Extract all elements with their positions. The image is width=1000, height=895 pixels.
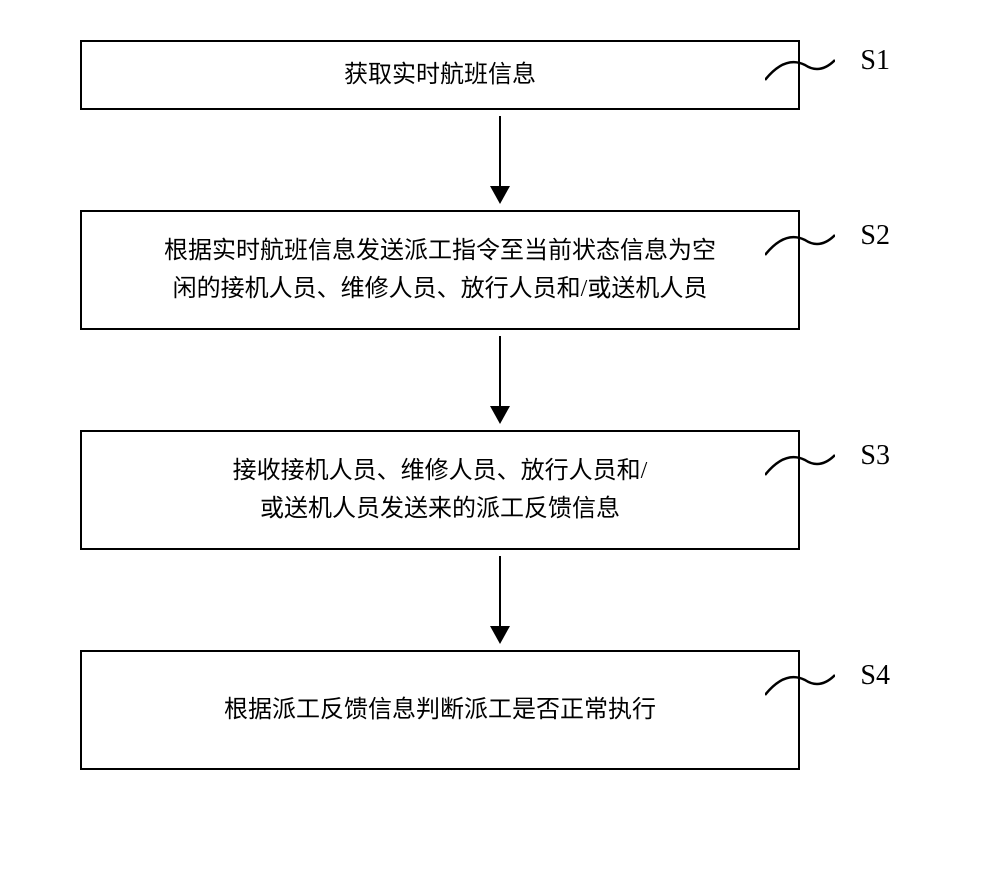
- arrow-s3-s4: [140, 550, 860, 650]
- step-s2-label: S2: [860, 220, 890, 252]
- connector-curve-s4: [765, 665, 835, 705]
- step-s4-box: 根据派工反馈信息判断派工是否正常执行: [80, 650, 800, 770]
- step-s2-box: 根据实时航班信息发送派工指令至当前状态信息为空 闲的接机人员、维修人员、放行人员…: [80, 210, 800, 330]
- step-s4-label: S4: [860, 660, 890, 692]
- step-s3-text-wrapper: 接收接机人员、维修人员、放行人员和/ 或送机人员发送来的派工反馈信息: [233, 452, 648, 529]
- step-s1-label: S1: [860, 45, 890, 77]
- step-s4-container: 根据派工反馈信息判断派工是否正常执行 S4: [80, 650, 920, 770]
- arrow-s1-s2: [140, 110, 860, 210]
- arrow-head-icon: [490, 626, 510, 644]
- step-s2-container: 根据实时航班信息发送派工指令至当前状态信息为空 闲的接机人员、维修人员、放行人员…: [80, 210, 920, 330]
- arrow-head-icon: [490, 406, 510, 424]
- flowchart-container: 获取实时航班信息 S1 根据实时航班信息发送派工指令至当前状态信息为空 闲的接机…: [80, 40, 920, 770]
- step-s3-box: 接收接机人员、维修人员、放行人员和/ 或送机人员发送来的派工反馈信息: [80, 430, 800, 550]
- step-s2-text-wrapper: 根据实时航班信息发送派工指令至当前状态信息为空 闲的接机人员、维修人员、放行人员…: [164, 232, 716, 309]
- connector-curve-s1: [765, 50, 835, 90]
- arrow-line-icon: [499, 336, 501, 406]
- step-s1-box: 获取实时航班信息: [80, 40, 800, 110]
- step-s4-text: 根据派工反馈信息判断派工是否正常执行: [224, 691, 656, 729]
- step-s1-container: 获取实时航班信息 S1: [80, 40, 920, 110]
- connector-curve-s3: [765, 445, 835, 485]
- step-s1-text: 获取实时航班信息: [344, 56, 536, 94]
- step-s3-text-line1: 接收接机人员、维修人员、放行人员和/: [233, 452, 648, 490]
- arrow-line-icon: [499, 116, 501, 186]
- arrow-head-icon: [490, 186, 510, 204]
- connector-curve-s2: [765, 225, 835, 265]
- step-s2-text-line1: 根据实时航班信息发送派工指令至当前状态信息为空: [164, 232, 716, 270]
- step-s2-text-line2: 闲的接机人员、维修人员、放行人员和/或送机人员: [164, 270, 716, 308]
- arrow-s2-s3: [140, 330, 860, 430]
- step-s3-container: 接收接机人员、维修人员、放行人员和/ 或送机人员发送来的派工反馈信息 S3: [80, 430, 920, 550]
- step-s3-label: S3: [860, 440, 890, 472]
- arrow-line-icon: [499, 556, 501, 626]
- step-s3-text-line2: 或送机人员发送来的派工反馈信息: [233, 490, 648, 528]
